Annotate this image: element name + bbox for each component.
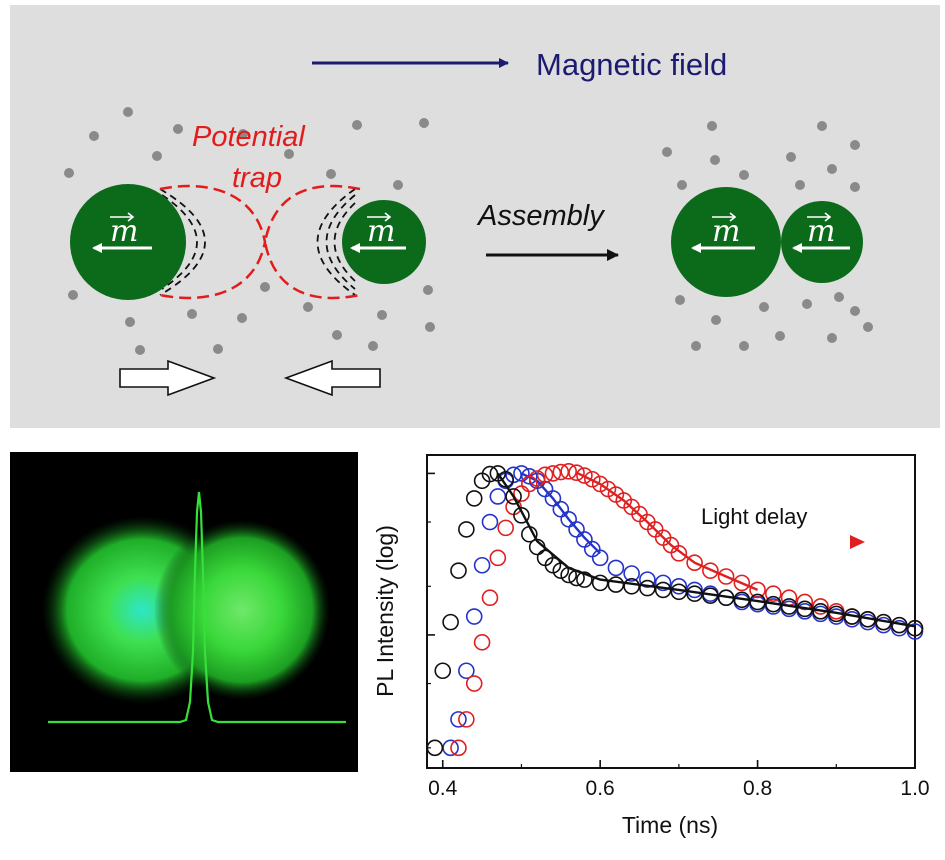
data-point (639, 579, 656, 597)
data-point (623, 578, 640, 595)
data-point (639, 571, 656, 588)
light-delay-arrowhead (850, 535, 865, 549)
potential-trap-label-line2: trap (232, 162, 282, 194)
data-point (583, 470, 601, 488)
data-point (505, 466, 522, 484)
fit-line (576, 471, 759, 592)
data-point (465, 608, 483, 625)
plot-frame (426, 454, 916, 769)
x-tick-label: 0.6 (586, 777, 615, 800)
series-2 (426, 465, 924, 757)
data-point (521, 467, 538, 485)
data-point (536, 466, 554, 484)
data-point (458, 711, 475, 728)
solvent-dots-left (64, 107, 435, 355)
moment-symbol: m (712, 214, 740, 249)
data-point (513, 465, 530, 482)
magnetic-field-label: Magnetic field (536, 47, 727, 82)
nanoparticle-large-left: m (70, 184, 186, 300)
data-point (560, 510, 577, 528)
data-point (450, 562, 467, 579)
data-point (560, 463, 577, 480)
data-point (670, 545, 688, 562)
data-point (749, 581, 766, 599)
data-point (576, 571, 593, 588)
data-point (544, 490, 562, 507)
data-point (552, 562, 570, 579)
data-point (465, 490, 483, 507)
data-point (576, 531, 593, 548)
data-point (812, 598, 829, 615)
fit-line (496, 472, 916, 628)
data-point (654, 574, 672, 592)
data-point (528, 470, 546, 487)
data-point (906, 619, 924, 637)
data-point (591, 549, 609, 567)
data-point (702, 562, 719, 579)
moment-symbol: m (807, 214, 835, 249)
data-point (733, 574, 751, 592)
data-point (780, 589, 798, 607)
nanoparticle-small-left: m (342, 200, 426, 284)
data-point (450, 711, 467, 728)
potential-trap-contour (159, 184, 361, 300)
data-point (434, 662, 452, 680)
data-point (489, 488, 507, 505)
light-delay-label: Light delay (701, 504, 807, 529)
data-point (796, 593, 814, 611)
data-point (465, 675, 483, 692)
assembly-schematic-panel: Magnetic field Potential trap (10, 5, 940, 428)
x-tick-label: 0.8 (743, 777, 772, 800)
data-point (458, 521, 475, 538)
data-series (426, 463, 924, 757)
data-point (623, 565, 640, 582)
data-point (686, 581, 703, 599)
assembly-label: Assembly (476, 200, 605, 232)
nanoparticle-small-right: m (781, 201, 863, 283)
data-point (591, 574, 609, 592)
fluorescence-image-panel (10, 452, 358, 772)
moment-symbol: m (367, 214, 395, 249)
moment-symbol: m (110, 214, 138, 249)
data-point (442, 613, 459, 631)
x-axis-ticks: 0.4 0.6 0.8 1.0 (428, 760, 930, 800)
data-point (607, 559, 625, 577)
series-0 (442, 465, 924, 757)
nanoparticle-large-right: m (671, 187, 781, 297)
data-point (473, 634, 491, 651)
pl-decay-chart: 0.4 0.6 0.8 1.0 Time (ns) PL Intensity (log… (372, 454, 930, 838)
approach-arrow-left (283, 359, 381, 397)
data-point (576, 467, 593, 484)
data-point (481, 589, 499, 607)
stray-field-lines (159, 188, 356, 296)
data-point (489, 549, 507, 567)
data-point (505, 488, 522, 505)
x-tick-label: 0.4 (428, 777, 458, 800)
y-axis-ticks (427, 472, 435, 749)
data-point (513, 507, 530, 524)
intensity-profile-trace (48, 491, 346, 724)
solvent-dots-right (662, 121, 873, 351)
data-point (765, 585, 782, 602)
assembly-schematic: Magnetic field Potential trap (64, 47, 873, 397)
data-point (481, 513, 499, 531)
data-point (450, 739, 467, 757)
data-point (568, 464, 585, 482)
data-point (473, 556, 491, 574)
x-axis-label: Time (ns) (622, 812, 718, 838)
data-point (497, 519, 515, 537)
data-point (717, 568, 735, 585)
x-tick-label: 1.0 (900, 777, 929, 800)
data-point (458, 662, 475, 680)
glow-right-particle (154, 520, 330, 700)
data-point (426, 739, 444, 757)
data-point (670, 578, 688, 595)
data-point (686, 554, 703, 571)
approach-arrow-right (119, 359, 217, 397)
y-axis-label: PL Intensity (log) (372, 525, 398, 697)
fluorescence-image (42, 491, 346, 724)
potential-trap-label-line1: Potential (192, 121, 306, 153)
data-point (544, 465, 562, 482)
data-point (607, 576, 625, 593)
